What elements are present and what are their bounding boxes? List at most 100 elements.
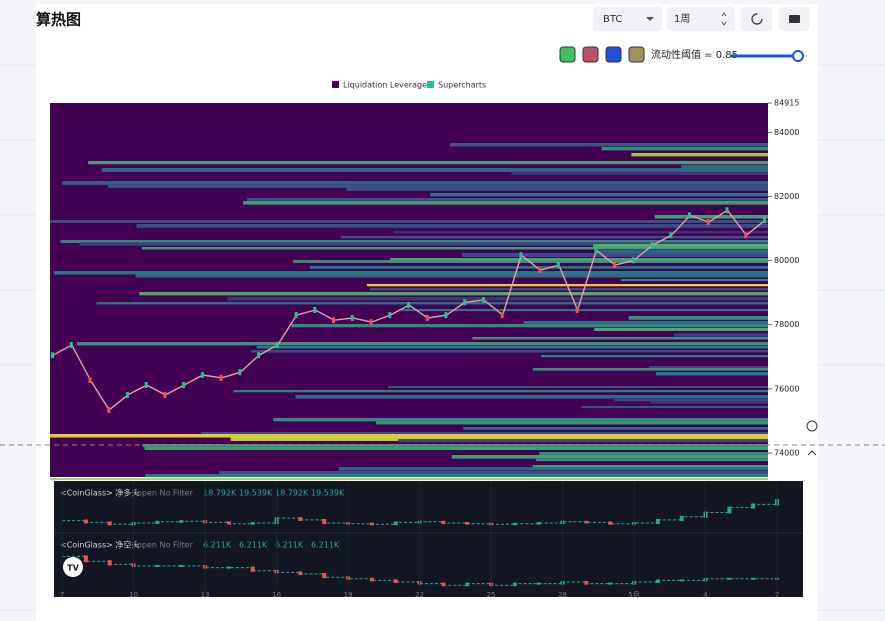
candle [69,341,73,348]
liquidity-band [141,247,769,250]
change-bar [441,582,446,587]
y-tick-label: 84915 [774,99,799,108]
liquidity-band [142,444,768,447]
x-tick-label: 22 [415,591,424,599]
change-bar [155,565,160,567]
liquidity-band [511,172,768,176]
liquidity-band [593,244,768,248]
liquidity-band [463,427,768,430]
liquidity-band [227,297,769,301]
candle [763,217,766,224]
liquidity-band [79,242,768,246]
indicator-name: <CoinGlass> 净空头 [60,540,139,550]
candle [556,262,560,269]
candle [219,374,223,381]
liquidity-band [532,465,768,469]
change-bar [226,566,231,569]
change-bar [226,521,231,525]
change-bar [250,522,255,525]
palette-swatches [559,46,645,63]
change-bar [441,520,446,525]
liquidity-band [614,399,768,402]
change-bar [655,579,660,583]
page-title: 算热图 [36,11,81,29]
candle [182,381,186,388]
x-tick-label: 19 [344,591,353,599]
liquidity-band [523,321,768,324]
change-bar [298,517,303,521]
liquidity-band [430,193,768,197]
legend-swatch [427,81,434,88]
change-bar [179,520,184,523]
x-tick-label: 5月 [628,591,639,599]
indicator-filter: open No Filter [137,489,193,498]
liquidity-band [340,236,768,239]
liquidity-band [77,342,769,346]
liquidity-band [601,147,768,151]
y-tick-label: 76000 [774,384,799,393]
liquidity-band [650,401,768,404]
liquidity-band [201,432,768,435]
candle [500,312,504,319]
liquidity-band [136,224,769,228]
refresh-icon [751,13,763,25]
period-select[interactable] [667,7,735,31]
indicator-readout: 6.211K [239,541,268,550]
tv-logo-text: TV [67,564,79,573]
candle [631,257,635,264]
symbol-select[interactable] [593,7,662,31]
y-tick-label: 74000 [774,448,799,457]
candle [238,369,242,376]
collapse-icon[interactable] [807,450,817,456]
candle [88,377,92,384]
candle [706,219,710,226]
legend-swatch [332,81,339,88]
liquidity-band [450,143,768,147]
liquidity-band [655,372,768,376]
candle [332,317,336,324]
change-bar [512,522,517,526]
liquidity-band [96,302,769,305]
swatch[interactable] [628,46,645,63]
liquidity-band [621,279,768,282]
candle [594,247,598,254]
candle [650,242,654,249]
indicator-readout: 18.792K [203,489,237,498]
liquidity-band [390,258,768,262]
candle [125,391,129,398]
candle [200,372,204,379]
period-text: 1周 [674,13,690,25]
change-bar [584,520,589,524]
slider-thumb[interactable] [792,50,804,62]
refresh-button[interactable] [741,7,772,31]
swatch[interactable] [559,46,576,63]
candle [725,207,729,214]
candle [538,267,542,274]
change-bar [679,579,684,582]
liquidity-band [139,292,768,296]
x-tick-label: 10 [129,591,138,599]
candle [294,312,298,319]
change-bar [584,581,589,585]
swatch[interactable] [605,46,622,63]
liquidity-band [681,165,768,169]
change-bar [179,565,184,567]
candle [313,306,317,313]
change-bar [465,582,470,587]
candle [257,352,261,359]
change-bar [536,522,541,525]
liquidity-band [230,437,769,441]
candle [425,314,429,321]
info-icon[interactable] [806,420,818,432]
indicator-name: <CoinGlass> 净多头 [60,488,139,498]
candle [444,312,448,319]
change-bar [155,520,160,525]
indicator-readout: 6.211K [203,541,232,550]
candle [407,302,410,309]
legend-label: Liquidation Leverage [343,81,427,90]
liquidity-band [532,368,768,371]
liquidity-band [101,168,768,172]
liquidity-band [291,324,768,328]
swatch[interactable] [582,46,599,63]
liquidity-band [107,185,769,188]
